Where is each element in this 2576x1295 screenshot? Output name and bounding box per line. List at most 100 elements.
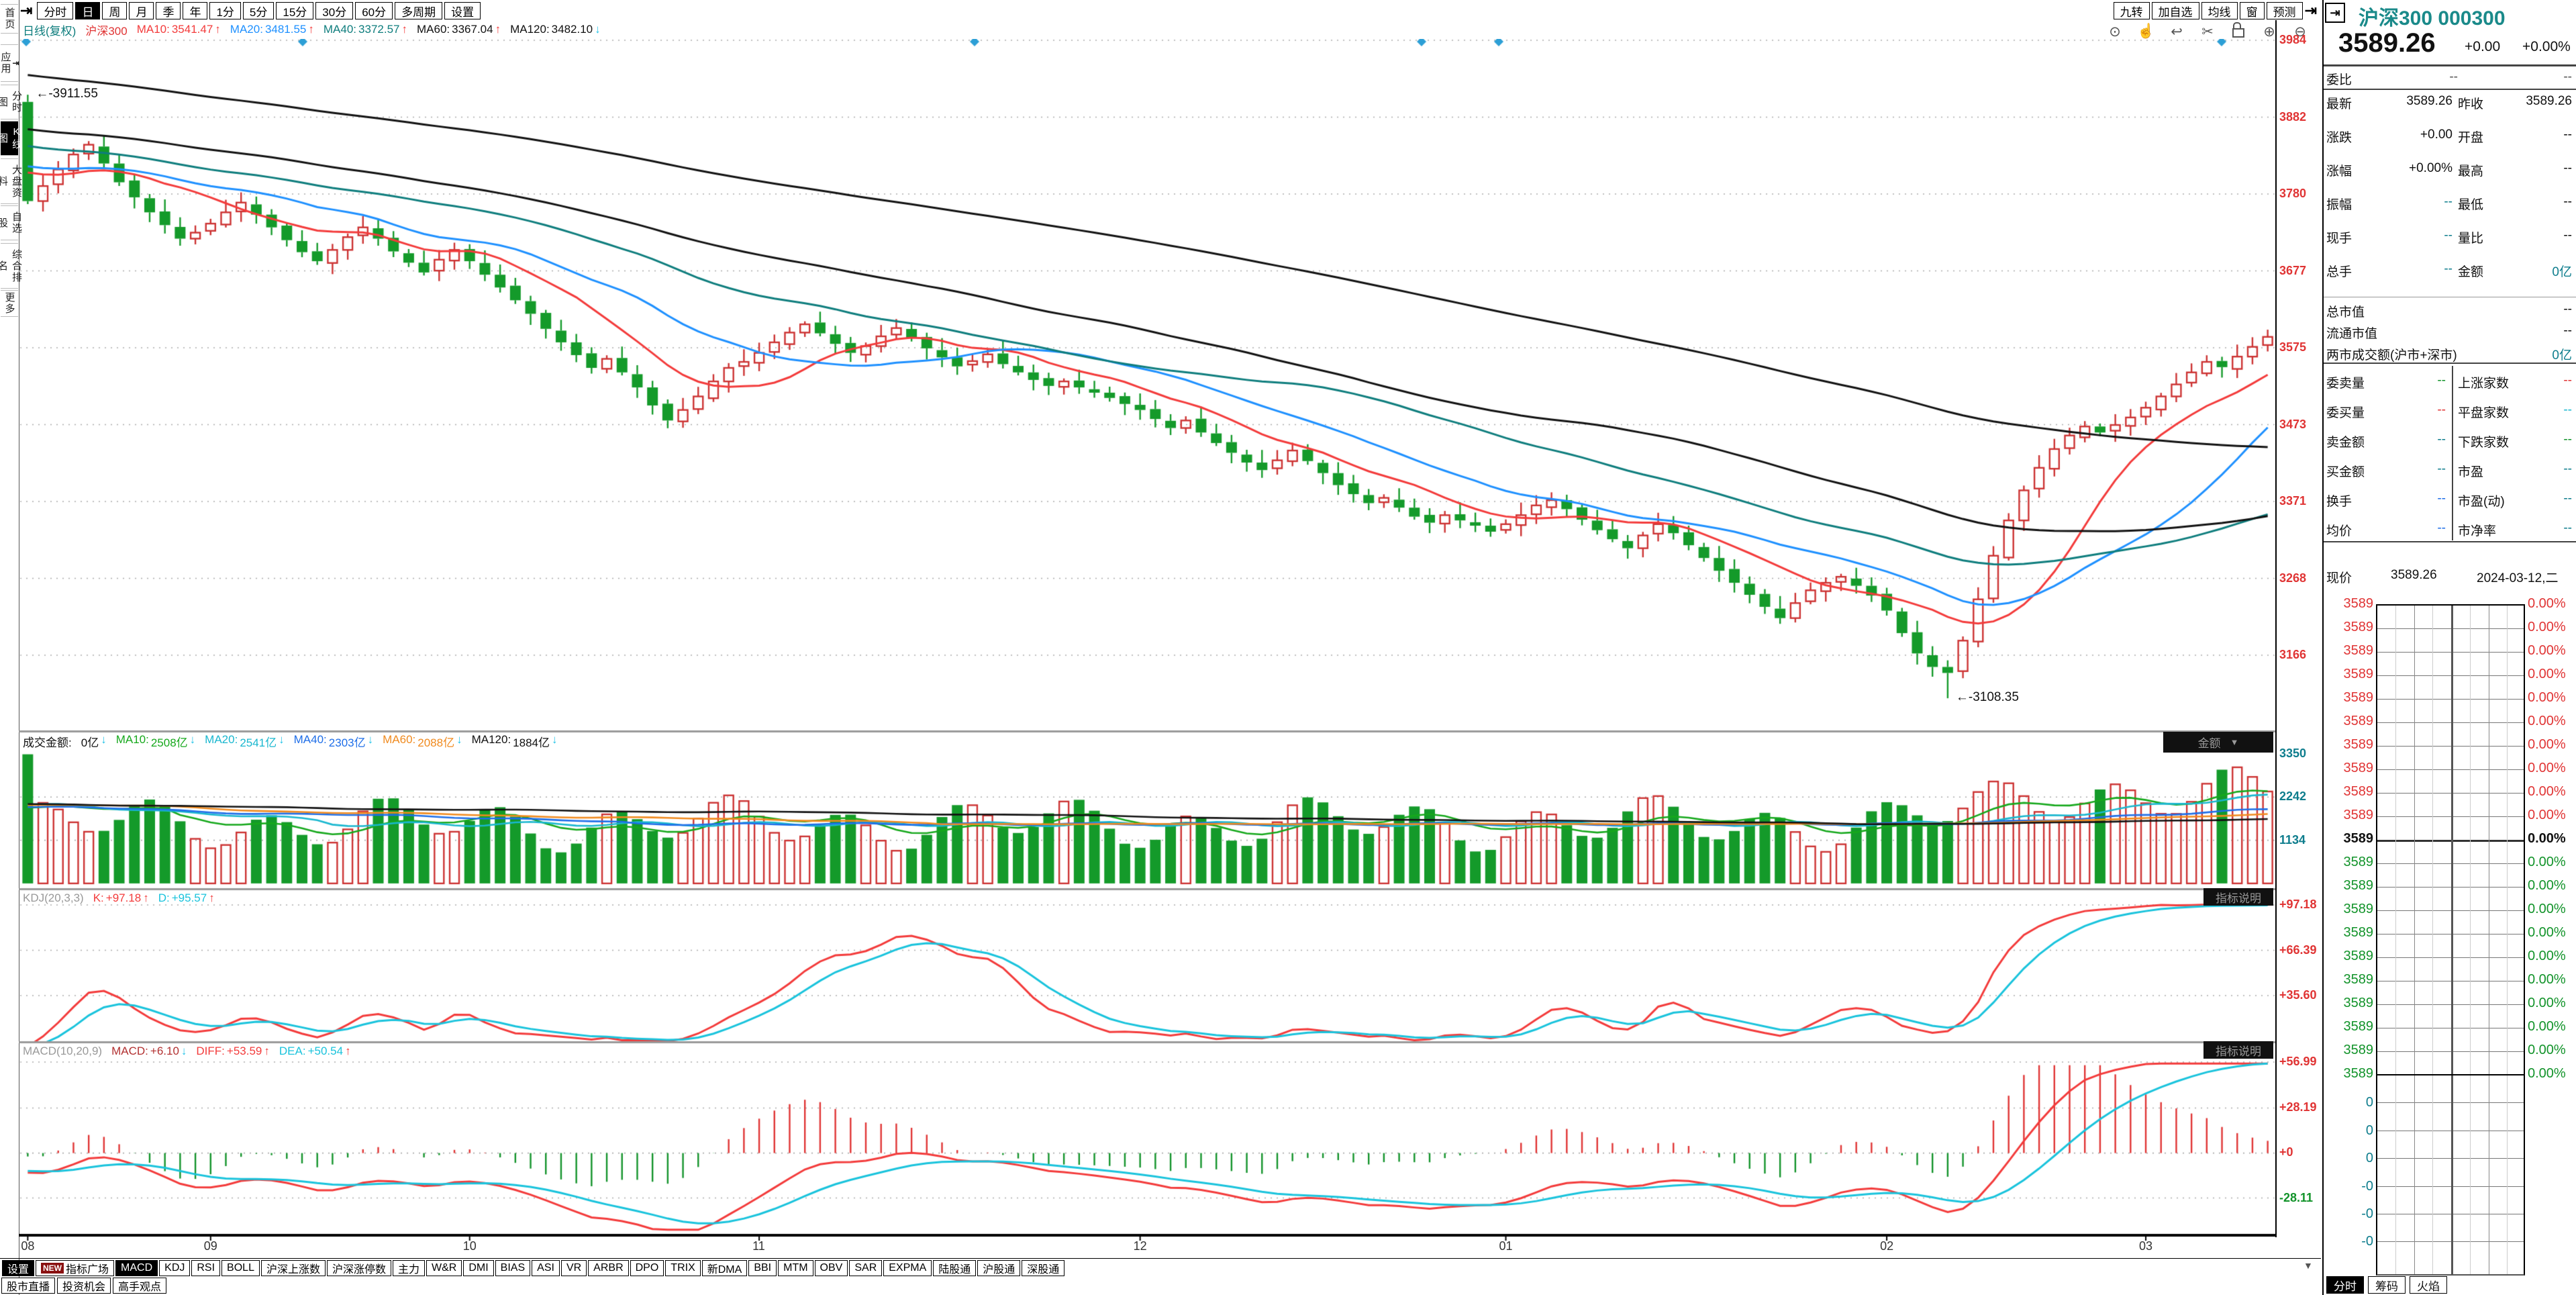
lock-icon[interactable] bbox=[2230, 21, 2247, 42]
period-tab-5[interactable]: 季 bbox=[156, 2, 181, 19]
period-tab-9[interactable]: 15分 bbox=[276, 2, 314, 19]
period-tab-11[interactable]: 60分 bbox=[355, 2, 393, 19]
quote-value: -- bbox=[2563, 161, 2572, 175]
hand-icon[interactable]: ☝ bbox=[2137, 23, 2155, 39]
sidebar-item-3[interactable]: 分时图 bbox=[0, 85, 22, 119]
mini-price-label: 3589 bbox=[2343, 831, 2374, 846]
indicator-tab-EXPMA[interactable]: EXPMA bbox=[883, 1259, 932, 1276]
volume-mode-dropdown[interactable]: 金额 ▼ bbox=[2163, 732, 2273, 753]
quote-value: -- bbox=[2437, 491, 2446, 506]
period-tab-13[interactable]: 设置 bbox=[444, 2, 481, 19]
indicator-tab-VR[interactable]: VR bbox=[560, 1259, 587, 1276]
quote-label: 总市值 bbox=[2326, 305, 2365, 320]
sidebar-item-2[interactable]: ⇥ 应用 bbox=[0, 44, 19, 82]
collapse-left-icon[interactable]: ⇥ bbox=[20, 2, 33, 19]
period-tab-4[interactable]: 月 bbox=[129, 2, 154, 19]
sidebar-item-8[interactable]: 更多 bbox=[1, 290, 18, 317]
period-tab-6[interactable]: 年 bbox=[183, 2, 208, 19]
indicator-tab-bar: 设置 NEW 指标广场 MACD KDJ RSI BOLL 沪深上涨数 沪深涨停数 主力 W&R DM… bbox=[0, 1258, 2321, 1277]
tool-tab-4[interactable]: 窗 bbox=[2239, 2, 2265, 19]
indicator-settings-button[interactable]: 设置 bbox=[2, 1259, 35, 1276]
main-chart-canvas[interactable] bbox=[19, 39, 2277, 1241]
indicator-tab-SAR[interactable]: SAR bbox=[849, 1259, 883, 1276]
bottom-link-3[interactable]: 高手观点 bbox=[113, 1278, 167, 1294]
period-tab-12[interactable]: 多周期 bbox=[395, 2, 443, 19]
mini-price-label: 3589 bbox=[2343, 972, 2374, 987]
quote-value: -- bbox=[2563, 491, 2572, 506]
indicator-tab-BOLL[interactable]: BOLL bbox=[221, 1259, 260, 1276]
sidebar-item-5[interactable]: 大盘资料 bbox=[0, 158, 22, 204]
sidebar-item-6[interactable]: 自选股 bbox=[0, 205, 22, 240]
scroll-down-icon[interactable]: ▼ bbox=[2303, 1260, 2313, 1271]
legend-item: MA60: 3367.04 ↑ bbox=[416, 23, 501, 36]
tool-tab-5[interactable]: 预测 bbox=[2266, 2, 2303, 19]
bottom-link-2[interactable]: 投资机会 bbox=[57, 1278, 111, 1294]
indicator-tab-OBV[interactable]: OBV bbox=[814, 1259, 848, 1276]
indicator-tab-新DMA[interactable]: 新DMA bbox=[701, 1259, 748, 1276]
undo-icon[interactable]: ↩ bbox=[2171, 23, 2183, 40]
mini-pct-label: 0.00% bbox=[2528, 1066, 2566, 1081]
sidebar-item-7[interactable]: 综合排名 bbox=[0, 243, 22, 289]
x-axis-month-label: 03 bbox=[2139, 1239, 2153, 1253]
tool-tab-1[interactable]: 九转 bbox=[2113, 2, 2150, 19]
indicator-tab-TRIX[interactable]: TRIX bbox=[665, 1259, 701, 1276]
quote-label: 总手 bbox=[2326, 265, 2352, 279]
tool-tab-3[interactable]: 均线 bbox=[2201, 2, 2238, 19]
indicator-tab-ARBR[interactable]: ARBR bbox=[588, 1259, 629, 1276]
collapse-right-icon[interactable]: ⇥ bbox=[2304, 2, 2317, 19]
quote-value: -- bbox=[2563, 228, 2572, 242]
mini-tab-2[interactable]: 筹码 bbox=[2368, 1276, 2406, 1294]
annotation-arrow: ←- bbox=[36, 87, 53, 101]
quote-label: 卖金额 bbox=[2326, 436, 2365, 450]
quote-label: 开盘 bbox=[2458, 131, 2484, 145]
eye-icon[interactable]: ⊙ bbox=[2109, 23, 2121, 40]
indicator-tab-沪股通[interactable]: 沪股通 bbox=[977, 1259, 1021, 1276]
period-tab-8[interactable]: 5分 bbox=[242, 2, 275, 19]
indicator-tab-BIAS[interactable]: BIAS bbox=[495, 1259, 531, 1276]
indicator-plaza-button[interactable]: NEW 指标广场 bbox=[36, 1259, 115, 1276]
period-tab-1[interactable]: 分时 bbox=[37, 2, 74, 19]
mini-price-label: 3589 bbox=[2343, 996, 2374, 1010]
mini-tab-1[interactable]: 分时 bbox=[2326, 1276, 2364, 1294]
indicator-tab-陆股通[interactable]: 陆股通 bbox=[933, 1259, 977, 1276]
indicator-tab-BBI[interactable]: BBI bbox=[748, 1259, 777, 1276]
indicator-tab-深股通[interactable]: 深股通 bbox=[1022, 1259, 1065, 1276]
quote-label: 市盈 bbox=[2458, 465, 2484, 479]
zoom-out-icon[interactable]: ⊖ bbox=[2294, 23, 2306, 40]
zoom-in-icon[interactable]: ⊕ bbox=[2263, 23, 2275, 40]
sidebar-item-1[interactable]: 首页 bbox=[1, 4, 18, 34]
quote-label: 量比 bbox=[2458, 232, 2484, 246]
macd-axis-label: +56.99 bbox=[2279, 1055, 2317, 1068]
period-tab-3[interactable]: 周 bbox=[102, 2, 128, 19]
period-tab-2[interactable]: 日 bbox=[75, 2, 101, 19]
indicator-tab-DPO[interactable]: DPO bbox=[630, 1259, 664, 1276]
indicator-tab-MTM[interactable]: MTM bbox=[778, 1259, 813, 1276]
macd-indicator-info-button[interactable]: 指标说明 bbox=[2203, 1041, 2273, 1059]
indicator-tab-DMI[interactable]: DMI bbox=[463, 1259, 494, 1276]
quote-value: 3589.26 bbox=[2526, 94, 2572, 108]
scissors-icon[interactable]: ✂ bbox=[2201, 23, 2214, 40]
indicator-tab-KDJ[interactable]: KDJ bbox=[159, 1259, 191, 1276]
dropdown-label: 金额 bbox=[2197, 737, 2221, 750]
period-tab-7[interactable]: 1分 bbox=[209, 2, 241, 19]
bottom-link-1[interactable]: 股市直播 bbox=[1, 1278, 56, 1294]
indicator-tab-MACD[interactable]: MACD bbox=[115, 1259, 158, 1276]
sidebar-item-4[interactable]: K线图 bbox=[0, 121, 22, 156]
quote-value: -- bbox=[2563, 195, 2572, 209]
mini-price-label: 3589 bbox=[2343, 643, 2374, 658]
kdj-indicator-info-button[interactable]: 指标说明 bbox=[2203, 888, 2273, 906]
period-tab-10[interactable]: 30分 bbox=[315, 2, 354, 19]
indicator-tab-RSI[interactable]: RSI bbox=[191, 1259, 221, 1276]
mini-price-label: 3589 bbox=[2343, 949, 2374, 963]
x-axis-month-label: 11 bbox=[752, 1239, 765, 1253]
indicator-tab-主力[interactable]: 主力 bbox=[393, 1259, 426, 1276]
quote-label: 振幅 bbox=[2326, 198, 2352, 212]
indicator-tab-ASI[interactable]: ASI bbox=[532, 1259, 560, 1276]
indicator-tab-沪深涨停数[interactable]: 沪深涨停数 bbox=[326, 1259, 391, 1276]
mini-volume-label: -0 bbox=[2361, 1234, 2373, 1249]
mini-tab-3[interactable]: 火焰 bbox=[2410, 1276, 2447, 1294]
indicator-tab-沪深上涨数[interactable]: 沪深上涨数 bbox=[260, 1259, 326, 1276]
indicator-tab-W&R[interactable]: W&R bbox=[426, 1259, 462, 1276]
tool-tab-2[interactable]: 加自选 bbox=[2151, 2, 2199, 19]
collapse-panel-icon[interactable]: ⇥ bbox=[2325, 3, 2345, 23]
